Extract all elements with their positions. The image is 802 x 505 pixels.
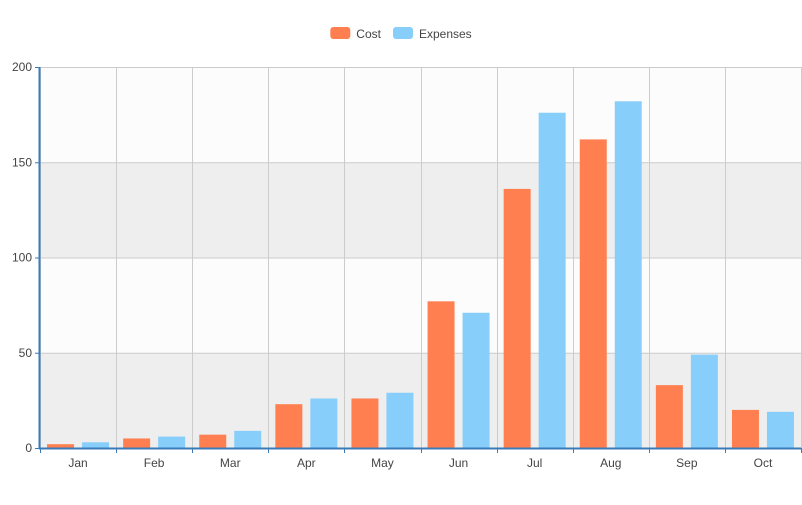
bar-expenses-jul[interactable]: [538, 112, 566, 448]
plot-background-bands: [40, 67, 801, 448]
legend-item-expenses[interactable]: Expenses: [392, 27, 472, 41]
legend-swatch-cost: [330, 27, 351, 39]
y-axis-tick-labels: 0 50 100 150 200: [12, 60, 32, 455]
bar-cost-jan[interactable]: [47, 444, 75, 448]
bar-cost-may[interactable]: [351, 398, 379, 448]
legend: Cost Expenses: [330, 27, 472, 41]
bar-cost-aug[interactable]: [579, 139, 607, 448]
x-tick-label-jan: Jan: [68, 456, 87, 470]
bar-cost-mar[interactable]: [199, 434, 227, 448]
x-tick-label-apr: Apr: [297, 456, 316, 470]
x-tick-label-jul: Jul: [527, 456, 542, 470]
bar-cost-jul[interactable]: [503, 188, 531, 449]
bar-cost-apr[interactable]: [275, 404, 303, 448]
bar-expenses-mar[interactable]: [234, 430, 262, 448]
y-tick-label: 50: [19, 346, 33, 360]
bar-expenses-oct[interactable]: [766, 411, 794, 448]
background-band: [40, 162, 801, 258]
legend-item-cost[interactable]: Cost: [330, 27, 382, 41]
background-band: [40, 352, 801, 448]
bar-cost-sep[interactable]: [655, 385, 683, 448]
bars: [47, 101, 794, 449]
x-tick-label-sep: Sep: [676, 456, 698, 470]
x-tick-label-aug: Aug: [600, 456, 621, 470]
axes: [35, 67, 802, 453]
bar-expenses-apr[interactable]: [310, 398, 338, 448]
x-tick-label-mar: Mar: [220, 456, 241, 470]
y-tick-label: 150: [12, 155, 32, 169]
x-tick-label-may: May: [371, 456, 394, 470]
bar-expenses-sep[interactable]: [690, 354, 718, 448]
x-tick-label-jun: Jun: [449, 456, 468, 470]
y-tick-label: 100: [12, 251, 32, 265]
y-tick-label: 200: [12, 60, 32, 74]
bar-expenses-may[interactable]: [386, 392, 414, 448]
bar-expenses-feb[interactable]: [158, 436, 186, 448]
bar-cost-feb[interactable]: [123, 438, 151, 448]
x-tick-label-feb: Feb: [144, 456, 165, 470]
bar-expenses-aug[interactable]: [614, 101, 642, 448]
bar-cost-jun[interactable]: [427, 301, 455, 448]
x-tick-label-oct: Oct: [754, 456, 773, 470]
legend-label-cost: Cost: [356, 27, 381, 41]
legend-label-expenses: Expenses: [419, 27, 472, 41]
y-tick-label: 0: [25, 441, 32, 455]
bar-expenses-jun[interactable]: [462, 312, 490, 448]
background-band: [40, 67, 801, 163]
legend-swatch-expenses: [392, 27, 413, 39]
bar-cost-oct[interactable]: [731, 409, 759, 448]
bar-expenses-jan[interactable]: [82, 442, 110, 448]
background-band: [40, 257, 801, 353]
x-axis-tick-labels: Jan Feb Mar Apr May Jun Jul Aug Sep Oct: [68, 456, 773, 470]
